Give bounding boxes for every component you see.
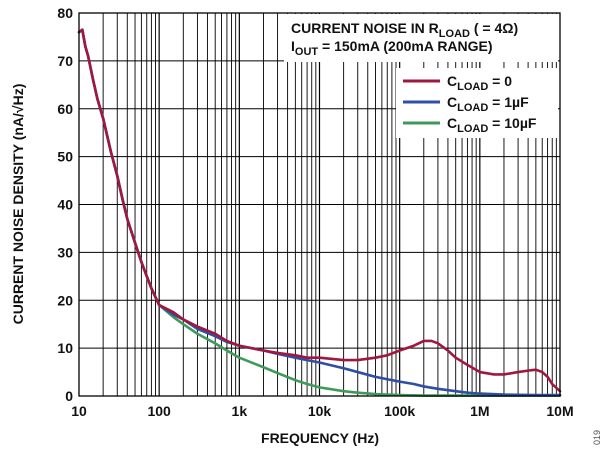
annotation-background: [284, 14, 558, 62]
y-tick-label: 70: [57, 53, 73, 69]
annotation-line-1: CURRENT NOISE IN RLOAD ( = 4Ω): [291, 20, 518, 40]
y-tick-label: 0: [65, 388, 73, 404]
annotation-line-2: IOUT = 150mA (200mA RANGE): [291, 38, 493, 58]
grid: [79, 13, 560, 396]
y-tick-label: 50: [57, 149, 73, 165]
x-tick-label: 1M: [470, 403, 489, 419]
x-tick-label: 10k: [308, 403, 332, 419]
figure-id: 019: [592, 430, 602, 445]
x-tick-label: 1k: [232, 403, 248, 419]
x-tick-label: 100k: [384, 403, 415, 419]
y-tick-label: 20: [57, 292, 73, 308]
series-layer: [77, 28, 562, 397]
y-tick-label: 60: [57, 101, 73, 117]
x-tick-label: 100: [147, 403, 171, 419]
legend-label: CLOAD = 0: [447, 73, 512, 93]
y-tick-labels: 0 10 20 30 40 50 60 70 80: [57, 5, 73, 404]
y-tick-label: 30: [57, 244, 73, 260]
x-tick-label: 10M: [546, 403, 573, 419]
x-tick-label: 10: [71, 403, 87, 419]
y-tick-label: 80: [57, 5, 73, 21]
x-tick-labels: 10 100 1k 10k 100k 1M 10M: [71, 403, 573, 419]
plot-frame: [78, 12, 561, 397]
y-axis-title: CURRENT NOISE DENSITY (nA/√Hz): [10, 84, 26, 325]
legend-label: CLOAD = 1µF: [447, 94, 529, 114]
y-tick-label: 10: [57, 340, 73, 356]
x-axis-title: FREQUENCY (Hz): [261, 430, 379, 446]
series-line-0: [77, 28, 562, 393]
y-tick-label: 40: [57, 197, 73, 213]
legend-label: CLOAD = 10µF: [447, 115, 537, 135]
